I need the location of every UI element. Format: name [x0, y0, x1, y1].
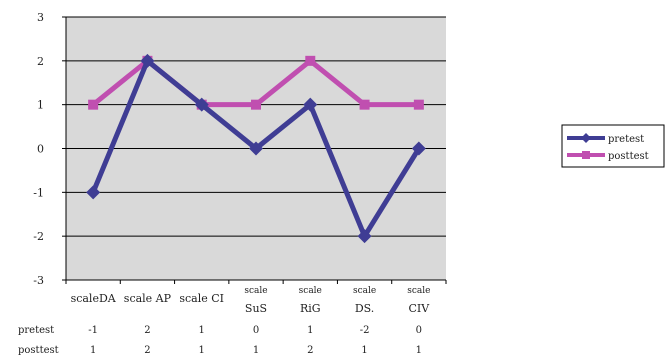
- x-category-labels: scaleDA scale AP scale CI scale SuS scale RiG s…: [71, 286, 431, 315]
- data-table: pretest -1 2 1 0 1 -2 0 posttest 1 2 1 1 2 1 1: [18, 325, 422, 356]
- data-point-posttest: [251, 99, 261, 110]
- table-cell: 1: [307, 325, 313, 336]
- table-cell: 1: [253, 345, 259, 356]
- table-cell: -2: [360, 325, 370, 336]
- x-category-label: DS.: [355, 302, 374, 315]
- data-point-pretest: [140, 53, 155, 68]
- data-point-pretest: [249, 141, 263, 156]
- x-category-label: scale: [407, 286, 430, 296]
- y-tick-label: 2: [37, 55, 44, 68]
- data-point-pretest: [303, 97, 318, 112]
- legend-box: [561, 124, 665, 168]
- legend-swatch-marker: [581, 133, 591, 143]
- x-category-label: scale CI: [179, 292, 224, 305]
- x-category-label: scale: [299, 286, 322, 296]
- series-lines: [86, 53, 426, 244]
- data-point-pretest: [194, 97, 209, 112]
- table-cell: -1: [88, 325, 98, 336]
- data-point-posttest: [359, 99, 370, 110]
- data-point-pretest: [411, 141, 426, 156]
- x-category-label: scale: [244, 286, 267, 296]
- y-tick-label: 3: [37, 11, 44, 24]
- data-point-pretest: [86, 185, 101, 200]
- y-tick-label: -2: [33, 230, 44, 243]
- legend: pretest posttest: [561, 124, 665, 168]
- table-cell: 1: [199, 325, 205, 336]
- table-cell: 2: [144, 345, 150, 356]
- table-cell: 1: [416, 345, 422, 356]
- y-tick-label: -1: [33, 186, 44, 199]
- x-category-label: RiG: [300, 302, 321, 315]
- table-cell: 2: [307, 345, 313, 356]
- x-category-label: scale: [353, 286, 376, 296]
- table-cell: 1: [90, 345, 96, 356]
- axes: [62, 16, 447, 284]
- table-cell: 0: [253, 325, 259, 336]
- y-tick-label: 1: [37, 99, 44, 112]
- data-point-posttest: [413, 99, 424, 110]
- data-point-posttest: [88, 99, 99, 110]
- x-category-label: scaleDA: [71, 292, 117, 305]
- table-cell: 0: [416, 325, 422, 336]
- legend-swatch-marker: [582, 151, 590, 159]
- legend-label: posttest: [608, 151, 649, 162]
- table-cell: 2: [144, 325, 150, 336]
- table-cell: 1: [199, 345, 205, 356]
- x-category-label: CIV: [408, 302, 430, 315]
- y-tick-labels: -3 -2 -1 0 1 2 3: [33, 11, 44, 287]
- table-row-label: posttest: [18, 345, 59, 356]
- legend-label: pretest: [608, 134, 644, 145]
- y-tick-label: -3: [33, 274, 44, 287]
- table-row-label: pretest: [18, 325, 54, 336]
- data-point-pretest: [357, 229, 372, 244]
- x-category-label: scale AP: [124, 292, 172, 305]
- data-point-posttest: [305, 55, 316, 66]
- y-tick-label: 0: [37, 143, 44, 156]
- table-cell: 1: [361, 345, 367, 356]
- x-category-label: SuS: [245, 302, 267, 315]
